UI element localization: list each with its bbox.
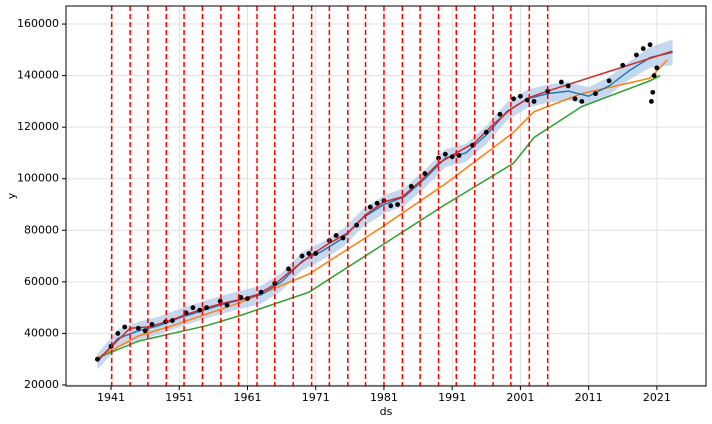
observed-point bbox=[470, 142, 476, 148]
observed-point bbox=[115, 331, 121, 336]
y-tick-label: 100000 bbox=[17, 172, 59, 185]
observed-point bbox=[545, 88, 551, 94]
observed-point bbox=[299, 253, 305, 259]
y-tick-label: 40000 bbox=[24, 326, 59, 339]
observed-point bbox=[606, 78, 612, 84]
observed-point bbox=[524, 97, 530, 103]
y-axis-label: y bbox=[5, 192, 18, 199]
observed-point bbox=[593, 91, 598, 97]
line bbox=[96, 51, 673, 363]
x-tick-label: 1981 bbox=[370, 391, 398, 404]
x-tick-label: 1971 bbox=[302, 391, 330, 404]
observed-point bbox=[395, 202, 400, 207]
y-tick-label: 120000 bbox=[17, 120, 59, 133]
observed-point bbox=[620, 62, 626, 68]
y-tick-label: 80000 bbox=[24, 223, 59, 236]
y-tick-label: 60000 bbox=[24, 275, 59, 288]
observed-point bbox=[650, 89, 656, 95]
observed-point bbox=[313, 251, 319, 256]
observed-point bbox=[122, 324, 128, 330]
observed-point bbox=[565, 83, 571, 89]
observed-point bbox=[94, 356, 100, 362]
observed-point bbox=[649, 98, 654, 104]
observed-point bbox=[238, 294, 244, 300]
observed-point bbox=[306, 251, 312, 256]
observed-point bbox=[497, 111, 503, 117]
observed-point bbox=[354, 222, 360, 228]
observed-point bbox=[531, 98, 537, 104]
observed-point bbox=[579, 98, 585, 104]
observed-point bbox=[511, 96, 516, 102]
x-tick-label: 2021 bbox=[643, 391, 671, 404]
observed-point bbox=[634, 52, 639, 58]
y-tick-label: 160000 bbox=[17, 17, 59, 30]
x-tick-label: 2001 bbox=[506, 391, 534, 404]
x-tick-label: 1941 bbox=[97, 391, 125, 404]
observed-point bbox=[340, 235, 346, 241]
observed-point bbox=[272, 280, 278, 286]
observed-point bbox=[258, 289, 264, 295]
observed-point bbox=[149, 321, 155, 327]
observed-point bbox=[197, 307, 203, 313]
observed-point bbox=[647, 42, 653, 48]
observed-point bbox=[651, 73, 657, 79]
observed-point bbox=[204, 305, 209, 311]
x-tick-label: 1961 bbox=[233, 391, 261, 404]
x-tick-label: 2011 bbox=[575, 391, 603, 404]
observed-point bbox=[142, 328, 148, 334]
observed-point bbox=[135, 325, 141, 331]
observed-point bbox=[374, 200, 380, 206]
observed-point bbox=[190, 305, 196, 311]
x-axis-label: ds bbox=[380, 405, 393, 418]
observed-point bbox=[224, 302, 230, 308]
y-tick-label: 20000 bbox=[24, 378, 59, 391]
observed-point bbox=[333, 233, 339, 238]
observed-point bbox=[449, 154, 455, 160]
observed-point bbox=[170, 318, 175, 323]
observed-point bbox=[640, 46, 646, 51]
observed-point bbox=[245, 296, 250, 302]
x-tick-label: 1991 bbox=[438, 391, 466, 404]
observed-point bbox=[442, 151, 448, 157]
observed-point bbox=[408, 184, 414, 189]
observed-point bbox=[367, 204, 373, 210]
observed-point bbox=[422, 171, 428, 176]
y-tick-label: 140000 bbox=[17, 69, 59, 82]
observed-point bbox=[456, 153, 462, 158]
observed-point bbox=[518, 93, 523, 99]
observed-point bbox=[483, 129, 489, 135]
observed-point bbox=[558, 79, 564, 85]
observed-point bbox=[572, 96, 578, 102]
observed-point bbox=[388, 203, 394, 209]
observed-point bbox=[286, 266, 291, 272]
observed-point bbox=[183, 310, 189, 316]
observed-point bbox=[654, 65, 660, 71]
plot-frame bbox=[65, 5, 707, 387]
x-tick-label: 1951 bbox=[165, 391, 193, 404]
line bbox=[97, 74, 661, 359]
